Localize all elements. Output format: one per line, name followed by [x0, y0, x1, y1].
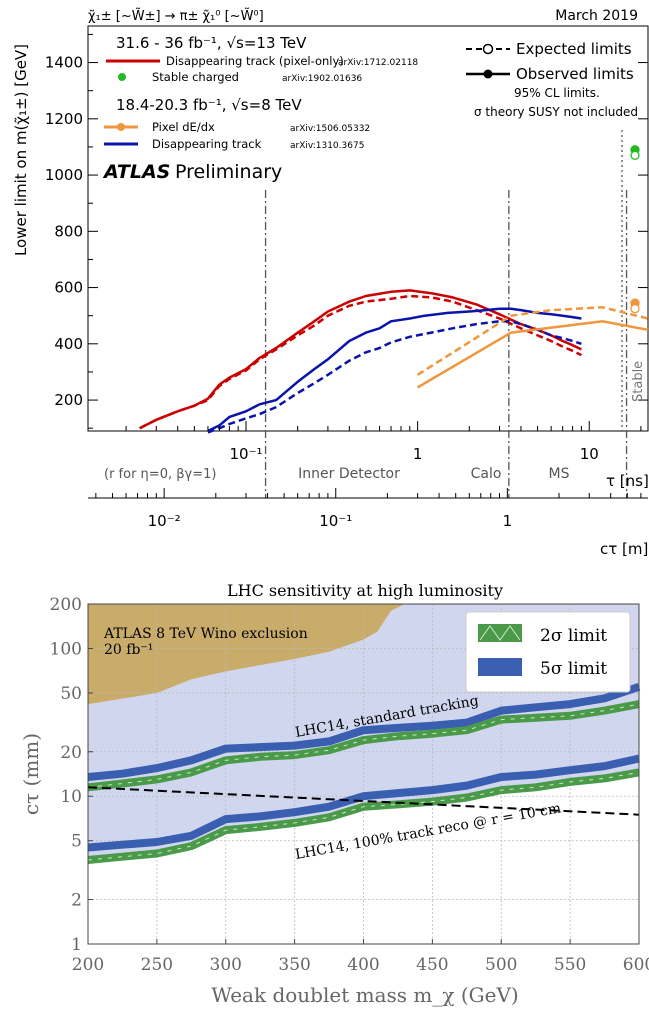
- region-label-ms: MS: [549, 466, 570, 482]
- atlas-chart: χ̃₁± [~W̃±] → π± χ̃₁⁰ [~W̃⁰] March 2019 …: [12, 8, 649, 558]
- process-label: χ̃₁± [~W̃±] → π± χ̃₁⁰ [~W̃⁰]: [88, 9, 264, 24]
- series-expected-line: [207, 320, 582, 434]
- y-tick-label: 600: [54, 279, 83, 297]
- y-tick-label: 200: [50, 595, 82, 615]
- limit-band-5sigma: [87, 683, 641, 781]
- limit-band-5sigma: [87, 754, 640, 852]
- tau-tick-label: 10: [580, 445, 599, 463]
- legend-2sigma-swatch: [478, 624, 522, 642]
- legend-expected-text: Expected limits: [516, 40, 632, 58]
- legend-5sigma-label: 5σ limit: [540, 659, 607, 679]
- atlas-exclusion-lumi: 20 fb⁻¹: [104, 642, 153, 658]
- ctau-tick-label: 1: [503, 512, 513, 530]
- legend-header-13tev: 31.6 - 36 fb⁻¹, √s=13 TeV: [116, 34, 307, 52]
- y-tick-label: 1: [71, 935, 82, 955]
- x-tick-label: 500: [485, 955, 517, 975]
- limit-band-hatch: [87, 771, 640, 861]
- y-tick-label: 100: [50, 639, 82, 659]
- reference-dashed-line: [87, 786, 640, 816]
- x-tick-label: 250: [141, 955, 173, 975]
- x-tick-label: 550: [554, 955, 586, 975]
- region-label-stable: Stable: [631, 361, 646, 402]
- legend-green-dot: [118, 73, 126, 81]
- y-tick-label: 1000: [45, 166, 83, 184]
- legend-5sigma-swatch: [478, 658, 522, 676]
- preliminary-label: Preliminary: [175, 161, 282, 183]
- legend-header-8tev: 18.4-20.3 fb⁻¹, √s=8 TeV: [116, 96, 302, 114]
- y-tick-label: 200: [54, 391, 83, 409]
- x-tick-label: 200: [72, 955, 104, 975]
- legend-ref-pixel-only: arXiv:1712.02118: [338, 58, 418, 68]
- x-axis-label-bottom: Weak doublet mass m_χ (GeV): [211, 983, 518, 1007]
- legend-entry-pixel-only: Disappearing track (pixel-only): [166, 54, 344, 68]
- legend-entry-disappearing: Disappearing track: [152, 137, 262, 151]
- legend-expected-marker: [482, 43, 494, 55]
- plot-frame: [87, 25, 649, 432]
- y-tick-label: 5: [71, 832, 82, 852]
- legend-cl-note: 95% CL limits.: [514, 86, 600, 100]
- y-tick-label: 10: [60, 787, 82, 807]
- chart-title: LHC sensitivity at high luminosity: [227, 581, 503, 600]
- y-axis-label: Lower limit on m(χ̃₁±) [GeV]: [12, 44, 30, 256]
- y-tick-label: 1200: [45, 110, 83, 128]
- y-tick-label: 800: [54, 222, 83, 240]
- y-tick-label: 50: [60, 684, 82, 704]
- y-tick-label: 20: [60, 743, 82, 763]
- tau-tick-label: 1: [413, 445, 423, 463]
- legend-observed-text: Observed limits: [516, 65, 634, 83]
- series-expected-line: [416, 306, 649, 376]
- x-tick-label: 350: [278, 955, 310, 975]
- x-tick-label: 600: [623, 955, 649, 975]
- atlas-label: ATLAS: [102, 161, 170, 183]
- lhc-sensitivity-chart: LHC sensitivity at high luminosity 200 25…: [19, 581, 649, 1007]
- x-tick-label: 300: [210, 955, 242, 975]
- region-label-inner: Inner Detector: [298, 466, 400, 482]
- ctau-tick-label: 10⁻²: [148, 512, 181, 530]
- y-tick-label: 1400: [45, 54, 83, 72]
- legend-entry-dedx: Pixel dE/dx: [152, 120, 215, 134]
- atlas-exclusion-label: ATLAS 8 TeV Wino exclusion: [103, 626, 308, 642]
- legend-2sigma-label: 2σ limit: [540, 626, 607, 646]
- legend-ref-stable: arXiv:1902.01636: [282, 74, 362, 84]
- y-tick-label: 400: [54, 335, 83, 353]
- atlas-exclusion-region: [88, 604, 405, 705]
- ctau-axis-label: cτ [m]: [600, 540, 648, 558]
- legend-2sigma-hatch: [479, 625, 521, 641]
- legend-ref-dedx: arXiv:1506.05332: [290, 124, 370, 134]
- legend-observed-marker: [483, 69, 493, 79]
- region-label-r: (r for η=0, βγ=1): [104, 467, 216, 482]
- stable-point-expected: [630, 150, 640, 161]
- legend-entry-stable: Stable charged: [152, 70, 239, 84]
- date-label: March 2019: [555, 8, 638, 24]
- ctau-tick-label: 10⁻¹: [319, 512, 352, 530]
- tau-axis-label: τ [ns]: [606, 472, 649, 490]
- stable-point-expected: [630, 304, 640, 314]
- y-tick-label: 2: [71, 891, 82, 911]
- legend-sigma-note: σ theory SUSY not included: [474, 105, 638, 119]
- series-observed-line: [416, 320, 649, 389]
- x-tick-label: 450: [416, 955, 448, 975]
- y-axis-label-bottom: cτ (mm): [19, 733, 43, 815]
- series-expected-line: [139, 294, 582, 430]
- legend-ref-disappearing: arXiv:1310.3675: [290, 141, 364, 151]
- series-observed-line: [139, 289, 582, 430]
- limit-band-hatch: [87, 703, 640, 788]
- tau-tick-label: 10⁻¹: [230, 445, 263, 463]
- region-label-calo: Calo: [471, 466, 502, 482]
- legend-orange-dot: [117, 123, 125, 131]
- x-tick-label: 400: [347, 955, 379, 975]
